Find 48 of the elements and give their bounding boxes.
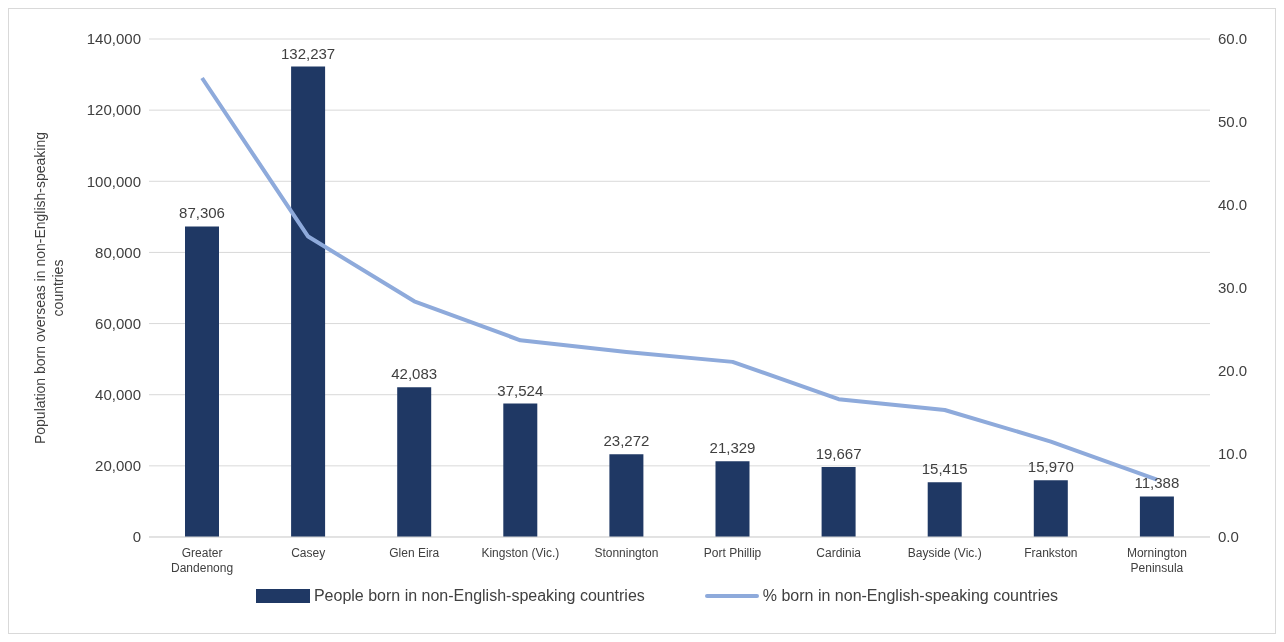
data-label: 23,272 [603,432,650,450]
data-label: 42,083 [391,365,438,383]
y2-tick-label: 30.0 [1218,279,1248,297]
y2-tick-label: 0.0 [1218,528,1239,546]
data-label: 15,415 [921,460,968,478]
x-tick-label: Kingston (Vic.) [481,546,560,560]
y2-tick-label: 10.0 [1218,445,1248,463]
data-label: 11,388 [1134,474,1180,492]
bar [609,454,644,537]
x-tick-label: Cardinia [816,546,862,560]
x-tick-label: Bayside (Vic.) [907,546,982,560]
bar [185,226,219,537]
bar [821,467,856,537]
y-tick-label: 20,000 [95,457,141,475]
x-tick-label: Greater Dandenong [171,546,234,575]
y-axis-title: Population born overseas in non-English-speaking countries [32,131,66,445]
legend-label: People born in non-English-speaking countries [313,587,645,605]
bar [927,482,962,537]
y2-tick-label: 50.0 [1218,113,1248,131]
data-label: 21,329 [709,439,756,457]
data-label: 37,524 [497,381,544,399]
y-tick-label: 60,000 [95,314,141,332]
y2-tick-label: 60.0 [1218,30,1248,48]
bar [291,66,326,537]
y-tick-label: 80,000 [95,243,141,261]
y-tick-label: 40,000 [95,386,141,404]
data-label: 19,667 [815,445,862,463]
x-tick-label: Stonnington [594,546,659,560]
data-label: 132,237 [280,44,336,62]
data-label: 87,306 [179,204,225,222]
x-tick-label: Port Phillip [703,546,762,560]
legend-label: % born in non-English-speaking countries [762,587,1059,605]
bar [1033,480,1068,537]
y-tick-label: 100,000 [86,172,141,190]
bar [503,403,538,537]
y2-tick-label: 20.0 [1218,362,1248,380]
bar [715,461,750,537]
y-tick-label: 0 [132,528,141,546]
bar [1139,496,1174,537]
x-tick-label: Frankston [1024,546,1078,560]
y-tick-label: 140,000 [86,30,141,48]
y-tick-label: 120,000 [86,101,141,119]
x-tick-label: Mornington Peninsula [1126,546,1187,575]
bar [397,387,432,537]
data-label: 15,970 [1027,458,1074,476]
x-tick-label: Glen Eira [389,546,440,560]
y2-tick-label: 40.0 [1218,196,1248,214]
x-tick-label: Casey [291,546,326,560]
